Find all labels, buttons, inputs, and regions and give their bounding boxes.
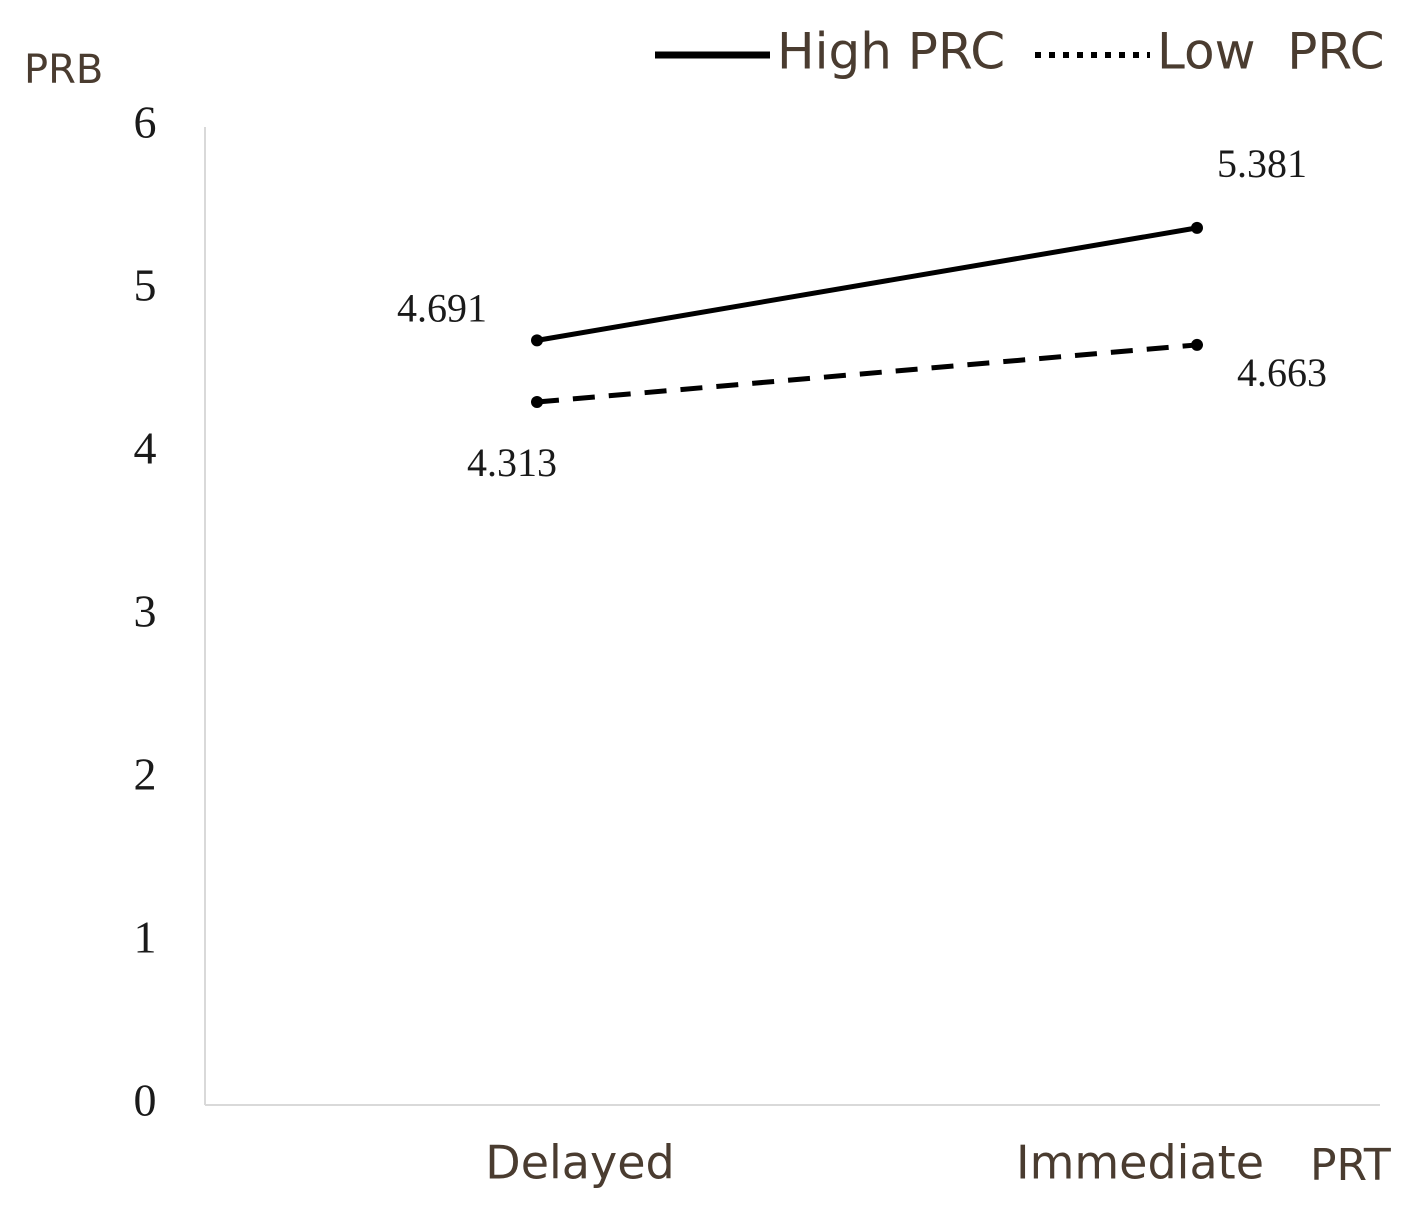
point — [531, 395, 543, 408]
x-tick-label: Immediate — [1016, 1136, 1264, 1190]
x-tick-label: Delayed — [485, 1136, 674, 1190]
y-tick-label: 2 — [134, 749, 157, 800]
y-tick-label: 6 — [134, 97, 157, 148]
y-tick-label: 5 — [134, 260, 157, 311]
point — [531, 334, 543, 347]
line — [536, 342, 1198, 405]
data-label: 4.313 — [467, 440, 557, 485]
legend-label: Low PRC — [1157, 23, 1385, 81]
y-tick-label: 3 — [134, 586, 157, 637]
line — [536, 225, 1198, 343]
y-tick-label: 4 — [134, 423, 157, 474]
y-tick-label: 1 — [134, 912, 157, 963]
x-axis-label: PRT — [1310, 1140, 1391, 1191]
legend-label: High PRC — [777, 23, 1005, 81]
data-label: 4.663 — [1237, 350, 1327, 395]
point — [1191, 338, 1203, 351]
y-axis-label: PRB — [24, 47, 103, 93]
y-tick-label: 0 — [134, 1075, 157, 1126]
data-label: 4.691 — [397, 286, 487, 331]
data-label: 5.381 — [1217, 141, 1307, 186]
point — [1191, 221, 1203, 234]
